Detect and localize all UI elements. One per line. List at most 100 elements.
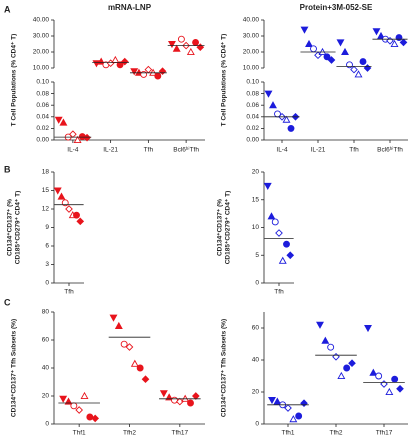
data-point [337, 371, 346, 380]
data-point [263, 182, 272, 191]
y-tick-label: 80 [42, 309, 50, 316]
data-point [363, 64, 372, 72]
data-point [271, 218, 279, 226]
data-point [284, 404, 292, 412]
x-tick-label: IL-21 [103, 147, 118, 154]
y-tick-label: 0.02 [36, 125, 49, 132]
y-axis-label: CD134⁺CD137⁺ Tfh Subsets (%) [221, 319, 228, 417]
y-tick-label: 40.00 [243, 17, 260, 24]
data-point [59, 395, 68, 403]
data-point [171, 396, 178, 404]
data-point [327, 343, 335, 351]
data-point [187, 399, 194, 407]
data-point [65, 205, 73, 213]
y-axis-label: T Cell Populations (% CD4⁺ T) [11, 34, 18, 127]
panel-label: A [4, 4, 11, 14]
x-tick-label: Tfh17 [172, 430, 189, 437]
y-axis-label: CD185⁺CD279⁺ CD4⁺ T) [225, 191, 232, 265]
data-point [305, 39, 313, 48]
data-point [310, 45, 317, 53]
y-tick-label: 15 [252, 196, 260, 203]
data-point [399, 38, 408, 47]
data-point [377, 31, 385, 40]
data-point [321, 336, 330, 344]
y-tick-label: 0 [255, 280, 259, 287]
y-axis-label: CD185⁺CD279⁺ CD4⁺ T) [15, 191, 22, 265]
data-point [289, 415, 298, 423]
y-tick-label: 10 [252, 224, 260, 231]
y-tick-label: 10.00 [33, 65, 50, 72]
y-tick-label: 40 [42, 365, 50, 372]
y-axis-label: CD134⁺CD137⁺ (% [217, 199, 224, 256]
data-point [300, 399, 308, 408]
y-tick-label: 60 [42, 337, 50, 344]
data-point [53, 187, 62, 195]
data-point [86, 413, 94, 421]
x-tick-label: Tfh17 [376, 430, 393, 437]
y-tick-label: 20 [42, 393, 50, 400]
chart-title: mRNA-LNP [108, 3, 152, 12]
data-point [70, 402, 78, 410]
data-point [158, 67, 167, 76]
data-point [75, 406, 84, 414]
y-tick-label: 0.02 [246, 125, 259, 132]
data-point [91, 414, 100, 423]
data-point [332, 352, 340, 361]
y-tick-label: 0.08 [246, 90, 259, 97]
data-point [83, 133, 91, 142]
data-point [114, 321, 123, 330]
data-point [273, 397, 282, 405]
y-tick-label: 60 [252, 325, 260, 332]
y-tick-label: 0 [45, 280, 49, 287]
y-tick-label: 20.00 [243, 49, 260, 56]
data-point [295, 412, 303, 420]
data-point [268, 396, 276, 405]
data-point [73, 211, 80, 219]
data-point [177, 35, 185, 43]
x-tick-label: Tfh2 [123, 430, 136, 437]
data-point [385, 387, 394, 396]
y-tick-label: 0.06 [36, 102, 49, 109]
data-point [380, 380, 388, 388]
data-point [327, 56, 336, 64]
data-point [316, 321, 324, 329]
data-point [116, 61, 124, 69]
data-point [120, 340, 128, 348]
data-point [125, 343, 134, 351]
panel-label: B [4, 164, 11, 174]
data-point [390, 39, 399, 48]
data-point [348, 359, 356, 368]
y-tick-label: 5 [255, 252, 259, 259]
panel-label: C [4, 297, 11, 307]
x-tick-label: Tfh [144, 147, 154, 154]
y-tick-label: 0.00 [246, 137, 259, 144]
data-point [391, 375, 399, 383]
y-tick-label: 20.00 [33, 49, 50, 56]
y-axis-label: T Cell Populations (% CD4⁺ T) [221, 34, 228, 127]
x-tick-label: Bcl6ʰⁱTfh [173, 146, 199, 154]
y-tick-label: 40.00 [33, 17, 50, 24]
data-point [395, 34, 403, 42]
y-tick-label: 40 [252, 357, 260, 364]
y-tick-label: 0 [255, 421, 259, 428]
x-tick-label: Bcl6ʰⁱTfh [377, 146, 403, 154]
data-point [109, 314, 118, 322]
data-point [144, 65, 153, 74]
x-tick-label: Tfh2 [329, 430, 342, 437]
data-point [346, 61, 353, 69]
data-point [287, 124, 295, 132]
data-point [57, 192, 66, 200]
data-point [286, 251, 295, 260]
data-point [375, 372, 383, 380]
data-point [59, 118, 68, 126]
y-tick-label: 0.06 [246, 102, 259, 109]
data-point [283, 240, 290, 248]
data-point [369, 368, 378, 376]
y-tick-label: 0.04 [246, 114, 259, 121]
data-point [191, 392, 200, 400]
data-point [269, 101, 277, 109]
data-point [372, 28, 381, 36]
data-point [275, 229, 283, 237]
data-point [141, 375, 150, 384]
data-point [120, 57, 129, 66]
